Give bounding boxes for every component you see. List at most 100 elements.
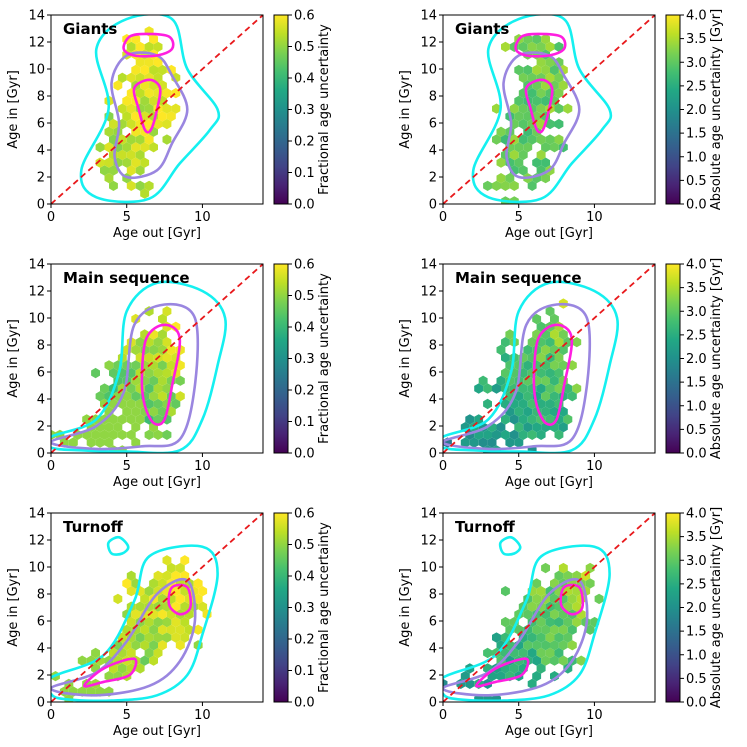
hexbin-cell bbox=[523, 422, 533, 433]
hexbin-cell bbox=[532, 593, 542, 605]
hexbin-cell bbox=[460, 437, 470, 448]
hexbin-cell bbox=[122, 111, 132, 122]
hexbin-cell bbox=[509, 103, 519, 114]
hexbin-cell bbox=[572, 337, 582, 348]
hexbin-cell bbox=[501, 586, 510, 597]
contour-middle bbox=[443, 577, 589, 697]
hexbin-cell bbox=[104, 173, 114, 184]
hexbin-cell bbox=[532, 34, 542, 45]
hexbin-cell bbox=[140, 126, 150, 137]
hexbin-cell bbox=[122, 406, 132, 417]
hexbin-cell bbox=[536, 149, 546, 161]
one-to-one-line bbox=[51, 264, 263, 453]
hexbin-cell bbox=[536, 41, 546, 52]
axes-frame bbox=[50, 263, 264, 454]
colorbar-tick-label: 1.5 bbox=[686, 127, 707, 142]
hexbin-cell bbox=[536, 57, 546, 68]
hexbin-cell bbox=[153, 367, 163, 379]
hexbin-cell bbox=[158, 329, 167, 340]
colorbar-tick-label: 0.3 bbox=[294, 601, 315, 616]
hexbin-cell bbox=[527, 601, 537, 612]
hexbin-cell bbox=[144, 398, 154, 410]
hexbin-cell bbox=[162, 337, 172, 348]
hexbin-cell bbox=[558, 344, 568, 356]
hexbin-cell bbox=[175, 391, 185, 402]
contour-outer bbox=[51, 280, 227, 453]
y-axis-label: Age in [Gyr] bbox=[398, 70, 413, 149]
hexbin-cell bbox=[144, 352, 154, 363]
hexbin-cell bbox=[109, 165, 118, 176]
colorbar-tick-label: 0.0 bbox=[294, 447, 315, 462]
y-tick-label: 10 bbox=[28, 312, 45, 327]
y-tick-label: 14 bbox=[28, 507, 45, 522]
y-tick-label: 8 bbox=[37, 339, 45, 354]
hexbin-cell bbox=[567, 391, 577, 402]
hexbin-cell bbox=[558, 624, 568, 635]
y-tick-label: 12 bbox=[420, 534, 437, 549]
x-tick-label: 10 bbox=[586, 210, 603, 225]
hexbin-cell bbox=[153, 118, 163, 130]
hexbin-cell bbox=[532, 80, 542, 91]
x-axis-label: Age out [Gyr] bbox=[505, 226, 593, 241]
hexbin-cell bbox=[135, 663, 145, 674]
hexbin-cell bbox=[545, 57, 555, 68]
hexbin-cell bbox=[496, 157, 506, 168]
hexbin-cell bbox=[193, 593, 203, 605]
hexbin-cell bbox=[149, 34, 158, 45]
colorbar-tick-label: 0.5 bbox=[294, 289, 315, 304]
hexbin-cell bbox=[518, 165, 528, 176]
hexbin-cell bbox=[518, 72, 528, 83]
x-tick-label: 5 bbox=[123, 708, 131, 723]
hexbin-cell bbox=[572, 601, 582, 612]
hexbin-cell bbox=[171, 398, 181, 410]
density-contours bbox=[471, 15, 613, 204]
colorbar-label: Fractional age uncertainty bbox=[317, 522, 332, 693]
hexbin-cell bbox=[554, 616, 564, 628]
hexbin-cell bbox=[113, 422, 123, 433]
hexbin-cell bbox=[518, 414, 528, 425]
hexbin-cell bbox=[144, 41, 154, 52]
y-tick-label: 12 bbox=[28, 285, 45, 300]
hexbin-cell bbox=[532, 313, 542, 325]
hexbin-cell bbox=[514, 64, 524, 76]
panel-main-sequence-absolute: 0 5 10 0 2 4 6 8 10 12 14 Age out [Gyr] Age in [Gyr]… bbox=[398, 258, 724, 491]
hexbin-cell bbox=[554, 383, 564, 394]
hexbin-cell bbox=[514, 95, 524, 107]
hexbin-cell bbox=[518, 367, 528, 379]
hexbin-cell bbox=[198, 586, 208, 597]
hexbin-cell bbox=[509, 180, 519, 191]
hexbin-cell bbox=[541, 375, 550, 386]
hexbin-cell bbox=[532, 578, 542, 589]
hexbin-cell bbox=[536, 103, 546, 114]
x-tick-label: 0 bbox=[47, 459, 55, 474]
colorbar-tick-label: 3.0 bbox=[686, 305, 707, 320]
hexbin-cell bbox=[536, 367, 546, 379]
hexbin-cell bbox=[135, 57, 145, 68]
colorbar-tick-label: 0.1 bbox=[294, 415, 315, 430]
hexbin-cell bbox=[175, 624, 185, 635]
hexbin-cell bbox=[554, 367, 564, 379]
y-tick-label: 10 bbox=[28, 561, 45, 576]
hexbin-cell bbox=[171, 616, 181, 628]
hexbin-cell bbox=[171, 103, 181, 114]
colorbar-tick-label: 3.0 bbox=[686, 554, 707, 569]
hexbin-cell bbox=[113, 593, 123, 605]
hexbin-cell bbox=[563, 570, 573, 581]
hexbin-cell bbox=[95, 142, 105, 153]
x-tick-label: 0 bbox=[439, 708, 447, 723]
y-tick-label: 14 bbox=[28, 258, 45, 273]
hexbin-cell bbox=[558, 562, 568, 574]
hexbin-cell bbox=[166, 406, 176, 417]
x-tick-label: 10 bbox=[586, 708, 603, 723]
hexbin-cell bbox=[122, 142, 132, 153]
hexbin-cell bbox=[527, 180, 537, 191]
hexbin-cell bbox=[509, 149, 519, 161]
hexbin-cell bbox=[171, 601, 181, 612]
hexbin-cell bbox=[536, 429, 546, 440]
hexbin-cell bbox=[162, 429, 172, 440]
hexbin-cell bbox=[135, 41, 145, 52]
hexbin-cell bbox=[100, 165, 109, 176]
hexbin-cell bbox=[545, 41, 555, 52]
hexbin-cell bbox=[501, 337, 510, 348]
hexbin-cell bbox=[122, 95, 132, 107]
